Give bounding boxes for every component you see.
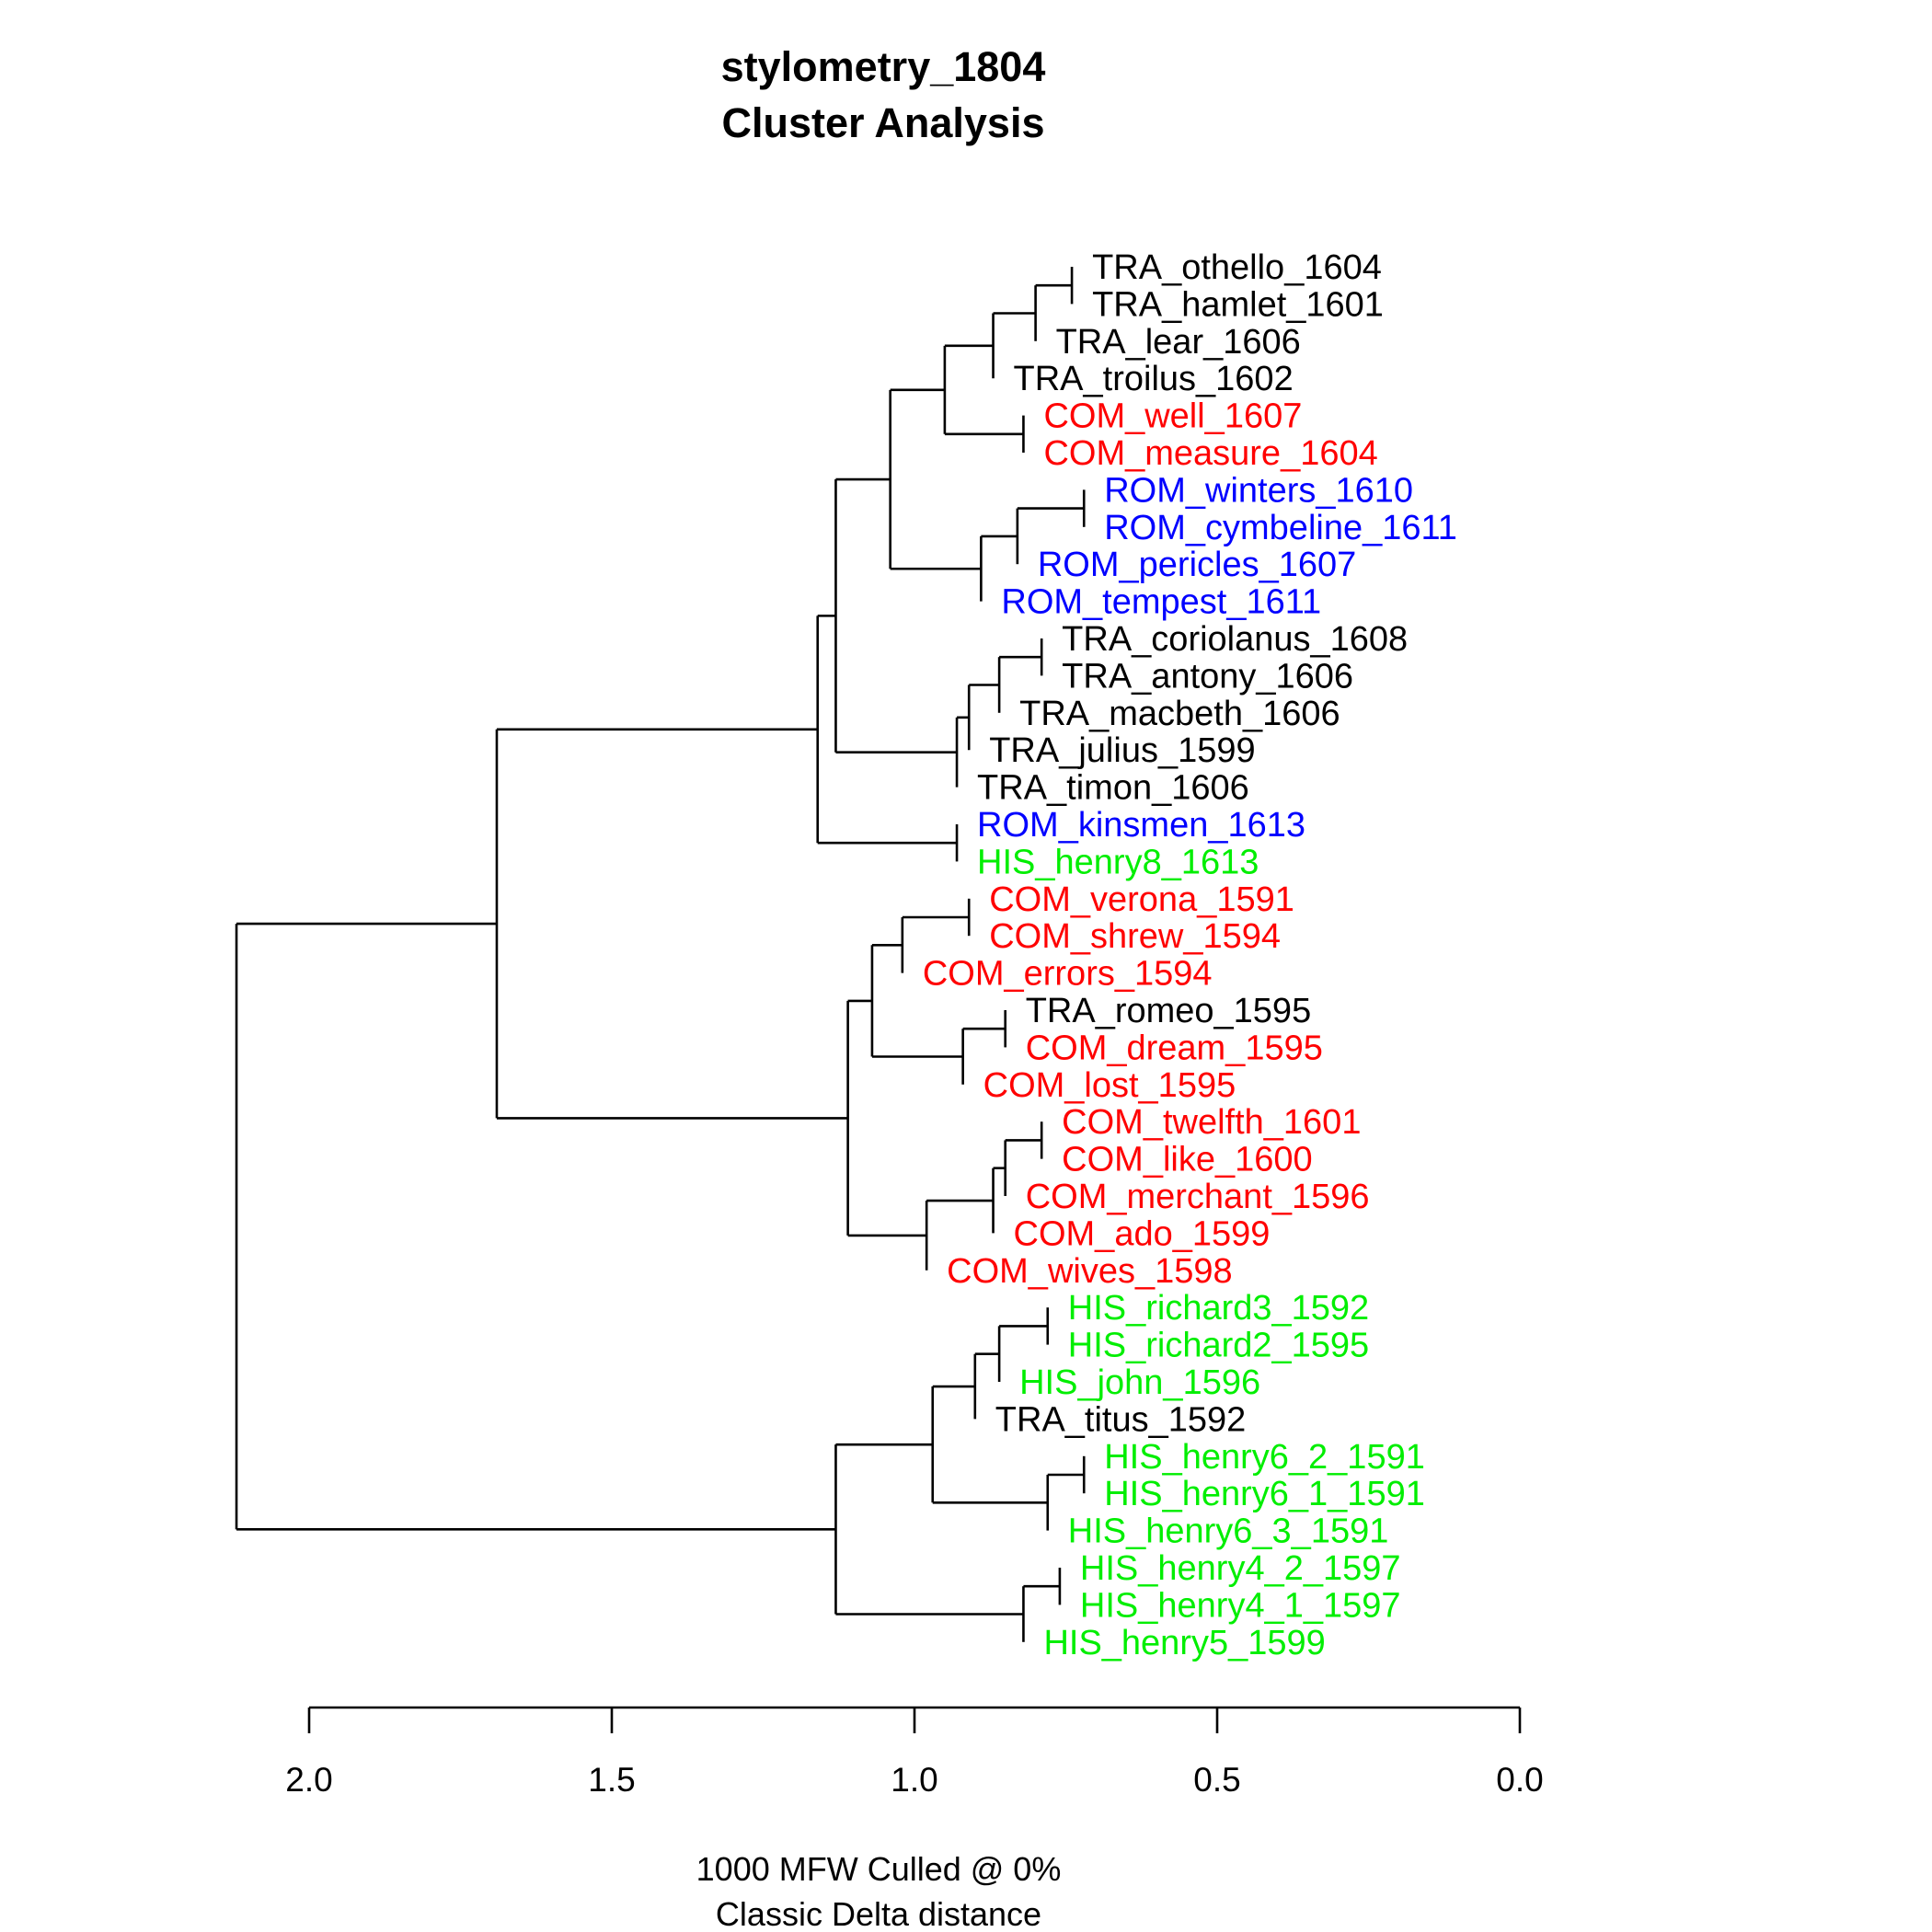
leaf-label: HIS_henry6_1_1591 xyxy=(1104,1475,1425,1513)
leaf-label: COM_verona_1591 xyxy=(989,880,1294,919)
leaf-label: COM_errors_1594 xyxy=(923,955,1213,994)
leaf-label: ROM_cymbeline_1611 xyxy=(1104,509,1457,547)
leaf-label: COM_wives_1598 xyxy=(947,1252,1232,1291)
leaf-label: COM_twelfth_1601 xyxy=(1062,1103,1361,1142)
leaf-label: TRA_timon_1606 xyxy=(977,769,1249,808)
leaf-label: ROM_winters_1610 xyxy=(1104,471,1413,510)
x-tick-label: 2.0 xyxy=(285,1761,332,1799)
leaf-label: HIS_henry8_1613 xyxy=(977,843,1259,881)
x-tick-label: 1.5 xyxy=(588,1761,635,1799)
leaf-label: HIS_henry6_2_1591 xyxy=(1104,1438,1425,1477)
leaf-label: TRA_titus_1592 xyxy=(995,1400,1247,1439)
leaf-label: HIS_henry5_1599 xyxy=(1043,1624,1325,1662)
leaf-label: COM_dream_1595 xyxy=(1026,1029,1323,1067)
leaf-label: TRA_coriolanus_1608 xyxy=(1062,620,1408,659)
leaf-label: TRA_troilus_1602 xyxy=(1014,360,1294,398)
chart-subtitle: Cluster Analysis xyxy=(722,99,1045,146)
leaf-label: HIS_john_1596 xyxy=(1019,1363,1260,1402)
leaf-label: TRA_macbeth_1606 xyxy=(1019,695,1340,733)
leaf-label: TRA_julius_1599 xyxy=(989,731,1255,770)
leaf-label: COM_well_1607 xyxy=(1043,397,1302,436)
leaf-label: COM_measure_1604 xyxy=(1043,434,1377,473)
leaf-label: HIS_richard2_1595 xyxy=(1068,1327,1369,1365)
leaf-labels: TRA_othello_1604TRA_hamlet_1601TRA_lear_… xyxy=(923,248,1457,1662)
leaf-label: COM_merchant_1596 xyxy=(1026,1178,1370,1216)
leaf-label: ROM_pericles_1607 xyxy=(1038,546,1356,584)
leaf-label: HIS_henry4_2_1597 xyxy=(1080,1549,1401,1588)
x-tick-label: 0.5 xyxy=(1193,1761,1240,1799)
leaf-label: TRA_othello_1604 xyxy=(1092,248,1382,287)
chart-title: stylometry_1804 xyxy=(721,43,1046,90)
leaf-label: TRA_romeo_1595 xyxy=(1026,992,1312,1030)
x-axis-label-mfw: 1000 MFW Culled @ 0% xyxy=(696,1850,1062,1888)
x-axis: 2.0 1.5 1.0 0.5 0.0 xyxy=(285,1706,1544,1799)
x-axis-label-distance: Classic Delta distance xyxy=(716,1895,1041,1932)
leaf-label: TRA_hamlet_1601 xyxy=(1092,285,1384,324)
leaf-label: HIS_richard3_1592 xyxy=(1068,1289,1369,1328)
leaf-label: HIS_henry6_3_1591 xyxy=(1068,1512,1389,1551)
leaf-label: COM_lost_1595 xyxy=(983,1066,1236,1105)
leaf-label: COM_shrew_1594 xyxy=(989,917,1281,956)
leaf-label: HIS_henry4_1_1597 xyxy=(1080,1586,1401,1625)
dendrogram-branches xyxy=(235,267,1086,1642)
leaf-label: COM_ado_1599 xyxy=(1014,1214,1271,1253)
leaf-label: COM_like_1600 xyxy=(1062,1141,1312,1179)
x-tick-label: 0.0 xyxy=(1496,1761,1543,1799)
leaf-label: ROM_tempest_1611 xyxy=(1001,583,1321,622)
leaf-label: ROM_kinsmen_1613 xyxy=(977,806,1305,845)
leaf-label: TRA_lear_1606 xyxy=(1056,323,1301,362)
leaf-label: TRA_antony_1606 xyxy=(1062,657,1353,696)
x-tick-label: 1.0 xyxy=(891,1761,937,1799)
